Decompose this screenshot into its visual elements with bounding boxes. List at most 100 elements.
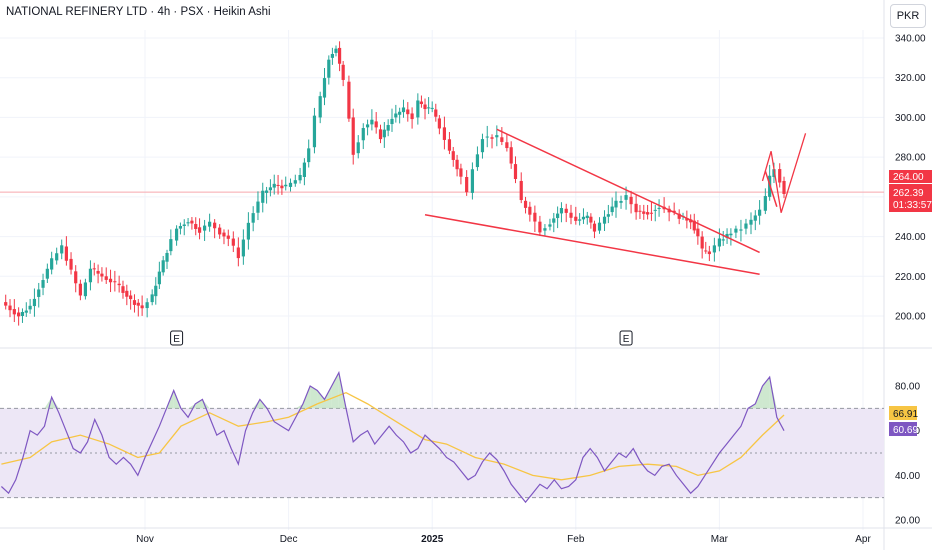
candle-down [117,275,121,293]
candle-up [657,199,661,217]
candle-up [20,308,25,323]
earnings-label: E [623,334,630,345]
rsi-overbought-fill [51,397,59,409]
candle-down [574,206,578,225]
candle-down [406,102,410,122]
candle-up [202,219,207,241]
candle-down [374,112,378,134]
candle-up [556,206,560,229]
candle-up [725,228,729,244]
candle-down [125,284,129,306]
candle-up [401,99,406,118]
trendline[interactable] [496,128,760,254]
rsi-overbought-fill [762,377,770,409]
candle-up [390,108,394,132]
price-badge-top: 264.00 [889,170,932,183]
candle-up [739,219,743,242]
candle-up [318,91,322,124]
rsi-tick-label: 40.00 [895,471,920,482]
time-tick-label: Nov [136,534,154,545]
candle-up [88,260,93,291]
candle-down [194,217,198,236]
candle-up [251,206,255,232]
drawings[interactable] [424,128,807,276]
candle-up [307,139,311,168]
candle-up [614,191,618,218]
candle-down [707,245,711,262]
candle-up [370,109,374,131]
candle-down [465,170,469,196]
candle-down [434,103,438,122]
candle-up [585,211,589,225]
candle-down [455,154,459,177]
candle-down [74,265,78,293]
candle-down [100,267,104,282]
candle-down [459,163,463,185]
candle-up [24,302,28,317]
candle-up [161,255,165,276]
candle-up [174,225,179,246]
rsi-overbought-fill [195,399,203,409]
candle-down [564,203,568,223]
rsi-overbought-fill [310,386,318,409]
candle-up [298,167,302,184]
candle-down [231,231,235,253]
price-tick-label: 240.00 [895,232,926,243]
rsi-overbought-fill [317,390,325,409]
candle-down [351,108,355,165]
candle-up [758,200,762,225]
trendline[interactable] [424,213,760,276]
rsi-value-badge: 60.69 [889,422,918,436]
candle-up [182,219,186,236]
last-price-label: 262.39 [893,188,924,199]
candle-down [442,116,447,150]
candle-up [744,218,748,235]
candle-up [386,119,390,137]
candle-up [28,298,32,314]
candle-down [423,98,427,120]
candle-up [45,263,49,284]
candle-up [330,47,334,65]
candle-down [533,205,537,233]
candle-up [416,93,420,125]
candle-up [356,135,360,159]
candle-down [136,299,140,317]
candle-up [83,278,88,300]
candle-down [692,213,696,234]
candles [4,41,786,326]
chart-title: NATIONAL REFINERY LTD · 4h · PSX · Heiki… [6,6,271,18]
rsi-ma-line [1,391,785,481]
time-tick-label: Feb [567,534,585,545]
candle-down [410,107,414,129]
candle-down [64,236,68,266]
candle-down [92,262,96,276]
projection-zigzag[interactable] [761,133,807,213]
candle-up [186,217,190,227]
candle-up [394,104,398,123]
candle-down [8,299,12,318]
price-tick-label: 340.00 [895,34,926,45]
candle-down [197,218,202,240]
candle-up [480,133,485,159]
rsi-ma-badge: 66.91 [889,406,918,420]
candle-up [548,218,552,231]
trendline[interactable] [764,170,778,208]
candle-up [602,210,607,232]
candle-down [778,163,782,188]
earnings-label: E [173,334,180,345]
candle-up [157,261,161,290]
candle-down [451,146,455,167]
earnings-marker[interactable]: E [170,330,184,346]
candle-up [268,179,273,197]
candle-up [302,158,306,186]
price-tick-label: 220.00 [895,272,926,283]
earnings-marker[interactable]: E [619,330,633,346]
candle-up [430,101,434,113]
candle-down [662,197,666,213]
candle-up [721,230,725,246]
candle-down [700,231,704,259]
currency-button[interactable]: PKR [890,4,926,28]
candle-down [646,204,650,220]
